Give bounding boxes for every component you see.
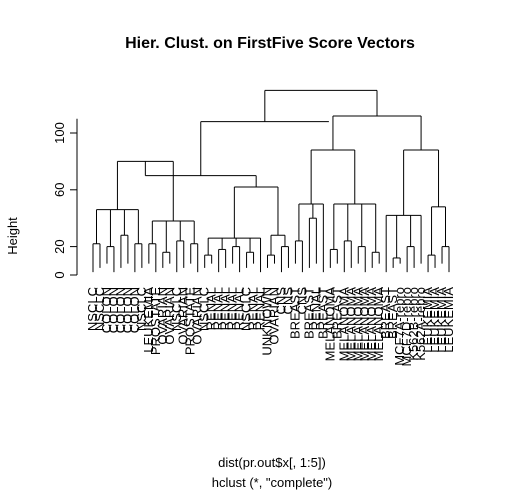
leaf-label: RENAL bbox=[246, 287, 261, 330]
leaf-label: MELANOMA bbox=[336, 287, 351, 362]
leaf-label: UNKNOWN bbox=[260, 287, 275, 356]
x-axis-subtitle: hclust (*, "complete") bbox=[212, 475, 333, 490]
leaf-label: CNS bbox=[280, 287, 295, 315]
leaf-label: OVARIAN bbox=[176, 287, 191, 345]
leaf-label: MELANOMA bbox=[350, 287, 365, 362]
leaf-label: NSCLC bbox=[197, 287, 212, 331]
leaf-label: COLON bbox=[99, 287, 114, 333]
leaf-label: BREAST bbox=[287, 287, 302, 339]
leaf-label: NSCLC bbox=[85, 287, 100, 331]
leaf-label: RENAL bbox=[211, 287, 226, 330]
leaf-label: CNS bbox=[273, 287, 288, 315]
leaf-label: MELANOMA bbox=[364, 287, 379, 362]
leaf-label: COLON bbox=[106, 287, 121, 333]
leaf-label: MELANOMA bbox=[343, 287, 358, 362]
leaf-label: LEUKEMIA bbox=[420, 287, 435, 353]
leaf-label: PROSTATE bbox=[183, 287, 198, 355]
leaf-label: COLON bbox=[127, 287, 142, 333]
dendrogram-tree bbox=[92, 89, 450, 273]
leaf-label: BREAST bbox=[301, 287, 316, 339]
leaf-label: LEUKEMIA bbox=[441, 287, 456, 353]
leaf-label: RENAL bbox=[232, 287, 247, 330]
leaf-label: RENAL bbox=[225, 287, 240, 330]
leaf-label: LEUKEMIA bbox=[141, 287, 156, 353]
y-axis-title: Height bbox=[5, 217, 20, 255]
leaf-label: RENAL bbox=[308, 287, 323, 330]
leaf-label: BREAST bbox=[315, 287, 330, 339]
leaf-label: RENAL bbox=[253, 287, 268, 330]
leaf-label: MELANOMA bbox=[322, 287, 337, 362]
leaf-label: MELANOMA bbox=[357, 287, 372, 362]
leaf-label: NSCLC bbox=[239, 287, 254, 331]
leaf-label: CNS bbox=[294, 287, 309, 315]
leaf-label: BREAST bbox=[378, 287, 393, 339]
leaf-label: LEUKEMIA bbox=[434, 287, 449, 353]
leaf-label: COLON bbox=[113, 287, 128, 333]
y-tick-label: 0 bbox=[52, 271, 67, 278]
leaf-label: BREAST bbox=[385, 287, 400, 339]
leaf-labels: NSCLCNSCLCCOLONCOLONCOLONCOLONCOLONNSCLC… bbox=[85, 287, 456, 367]
leaf-label: MCF7D-repro bbox=[399, 287, 414, 366]
y-tick-label: 60 bbox=[52, 183, 67, 197]
leaf-label: NSCLC bbox=[134, 287, 149, 331]
leaf-label: COLON bbox=[120, 287, 135, 333]
leaf-label: K562A-repro bbox=[413, 287, 428, 361]
leaf-label: RENAL bbox=[204, 287, 219, 330]
x-axis-title: dist(pr.out$x[, 1:5]) bbox=[218, 455, 326, 470]
leaf-label: OVARIAN bbox=[155, 287, 170, 345]
leaf-label: OVARIAN bbox=[162, 287, 177, 345]
leaf-label: OVARIAN bbox=[190, 287, 205, 345]
y-tick-label: 20 bbox=[52, 239, 67, 253]
leaf-label: LEUKEMIA bbox=[427, 287, 442, 353]
leaf-label: OVARIAN bbox=[266, 287, 281, 345]
y-axis: 0 20 60 100 bbox=[52, 118, 78, 279]
leaf-label: PROSTATE bbox=[148, 287, 163, 355]
leaf-label: NSCLC bbox=[169, 287, 184, 331]
leaf-label: MCF7A-repro bbox=[392, 287, 407, 366]
leaf-label: MELANOMA bbox=[371, 287, 386, 362]
leaf-label: BREAST bbox=[329, 287, 344, 339]
leaf-label: K562B-repro bbox=[406, 287, 421, 361]
y-tick-label: 100 bbox=[52, 122, 67, 144]
leaf-label: NSCLC bbox=[92, 287, 107, 331]
leaf-label: RENAL bbox=[218, 287, 233, 330]
chart-title: Hier. Clust. on FirstFive Score Vectors bbox=[125, 35, 415, 52]
